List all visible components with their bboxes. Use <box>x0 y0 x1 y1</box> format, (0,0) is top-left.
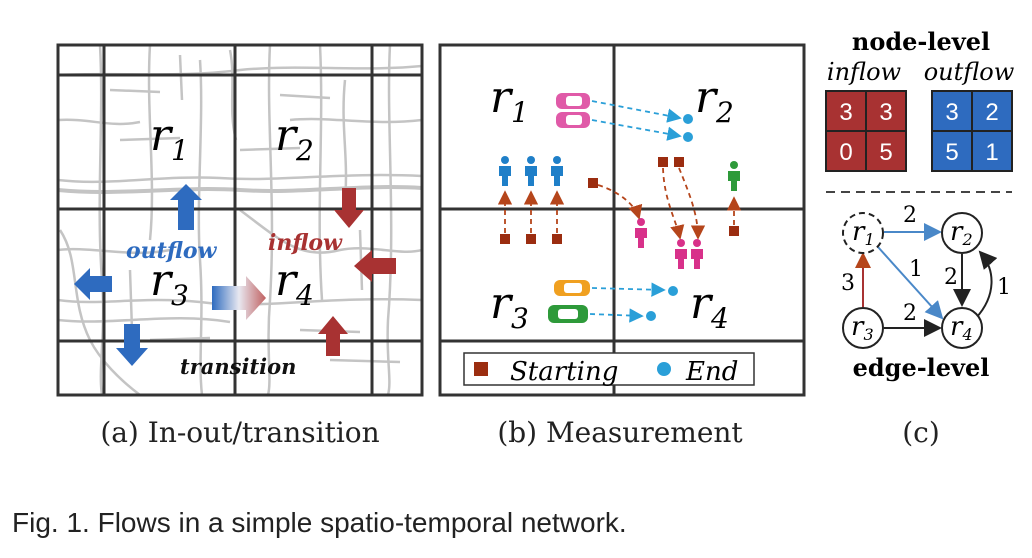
arrow-up-red-icon <box>318 316 348 356</box>
legend-start-marker <box>474 362 488 376</box>
caption-a: (a) In-out/transition <box>100 416 379 449</box>
region-label-r2-b: r2 <box>695 72 734 129</box>
person-trajectories <box>497 167 742 240</box>
edge-weight-r1-r4: 1 <box>909 257 923 282</box>
svg-text:r1: r1 <box>852 217 875 249</box>
svg-text:r3: r3 <box>851 312 874 344</box>
graph-node-r1: r1 <box>842 212 884 254</box>
outflow-label-a: outflow <box>126 238 218 264</box>
legend-end: End <box>685 357 738 387</box>
inflow-label-a: inflow <box>268 230 343 256</box>
graph-edges <box>855 223 998 337</box>
svg-text:r2: r2 <box>950 217 973 249</box>
inflow-cell: 5 <box>879 139 892 166</box>
region-label-r1-a: r1 <box>150 110 189 167</box>
graph-node-r3: r3 <box>842 307 884 349</box>
region-label-r1-b: r1 <box>490 72 529 129</box>
inflow-cell: 0 <box>839 139 852 166</box>
caption-b: (b) Measurement <box>497 416 743 449</box>
transition-arrow-icon <box>212 276 266 320</box>
start-points <box>500 157 739 244</box>
region-label-r3-a: r3 <box>150 255 189 312</box>
edge-level-title: edge-level <box>853 353 990 382</box>
car-icon <box>548 280 590 323</box>
inflow-matrix: 3 3 0 5 <box>825 90 907 172</box>
outflow-cell: 2 <box>985 99 998 126</box>
region-label-r4-b: r4 <box>690 278 729 335</box>
outflow-matrix: 3 2 5 1 <box>931 90 1013 172</box>
legend-b: Starting End <box>463 352 755 387</box>
edge-weight-r1-r2: 2 <box>903 203 917 228</box>
panel-b: r1 r2 r3 r4 <box>438 43 806 449</box>
arrow-down-icon <box>116 324 148 366</box>
inflow-cell: 3 <box>839 99 852 126</box>
caption-c: (c) <box>902 416 940 449</box>
transition-label-a: transition <box>180 354 296 379</box>
graph-node-r4: r4 <box>941 307 983 349</box>
edge-weight-r3-r1: 3 <box>841 271 855 296</box>
region-label-r4-a: r4 <box>275 255 314 312</box>
grid-a <box>56 43 424 397</box>
inflow-arrows <box>318 188 396 356</box>
edge-weight-r3-r4: 2 <box>903 301 917 326</box>
person-icon <box>635 218 703 269</box>
panel-a: r1 r2 r3 r4 outflow inflow transition (a… <box>56 43 424 449</box>
car-trajectories <box>589 100 682 323</box>
grid-b <box>438 43 806 397</box>
inflow-cell: 3 <box>879 99 892 126</box>
region-label-r3-b: r3 <box>490 278 529 335</box>
edge-weight-r2-r4: 2 <box>944 265 958 290</box>
arrow-left-red-icon <box>354 250 396 282</box>
region-label-r2-a: r2 <box>275 110 314 167</box>
end-points <box>646 114 693 321</box>
outflow-arrows <box>74 184 202 366</box>
panel-c: node-level inflow outflow 3 3 0 5 3 2 5 … <box>825 27 1015 449</box>
person-icon <box>499 156 563 186</box>
person-icon <box>728 161 740 191</box>
svg-text:r4: r4 <box>950 312 973 344</box>
arrow-down-red-icon <box>334 188 364 228</box>
outflow-cell: 5 <box>945 139 958 166</box>
legend-end-marker <box>657 362 671 376</box>
inflow-label-c: inflow <box>827 58 902 86</box>
car-icon <box>556 93 590 128</box>
outflow-cell: 3 <box>945 99 958 126</box>
figure-caption: Fig. 1. Flows in a simple spatio-tempora… <box>12 507 627 538</box>
outflow-cell: 1 <box>985 139 998 166</box>
edge-weight-r4-r2: 1 <box>997 275 1011 300</box>
legend-starting: Starting <box>510 357 618 387</box>
outflow-label-c: outflow <box>924 58 1015 86</box>
arrow-up-icon <box>170 184 202 230</box>
graph-node-r2: r2 <box>941 212 983 254</box>
arrow-left-icon <box>74 268 112 300</box>
node-level-title: node-level <box>852 27 990 56</box>
